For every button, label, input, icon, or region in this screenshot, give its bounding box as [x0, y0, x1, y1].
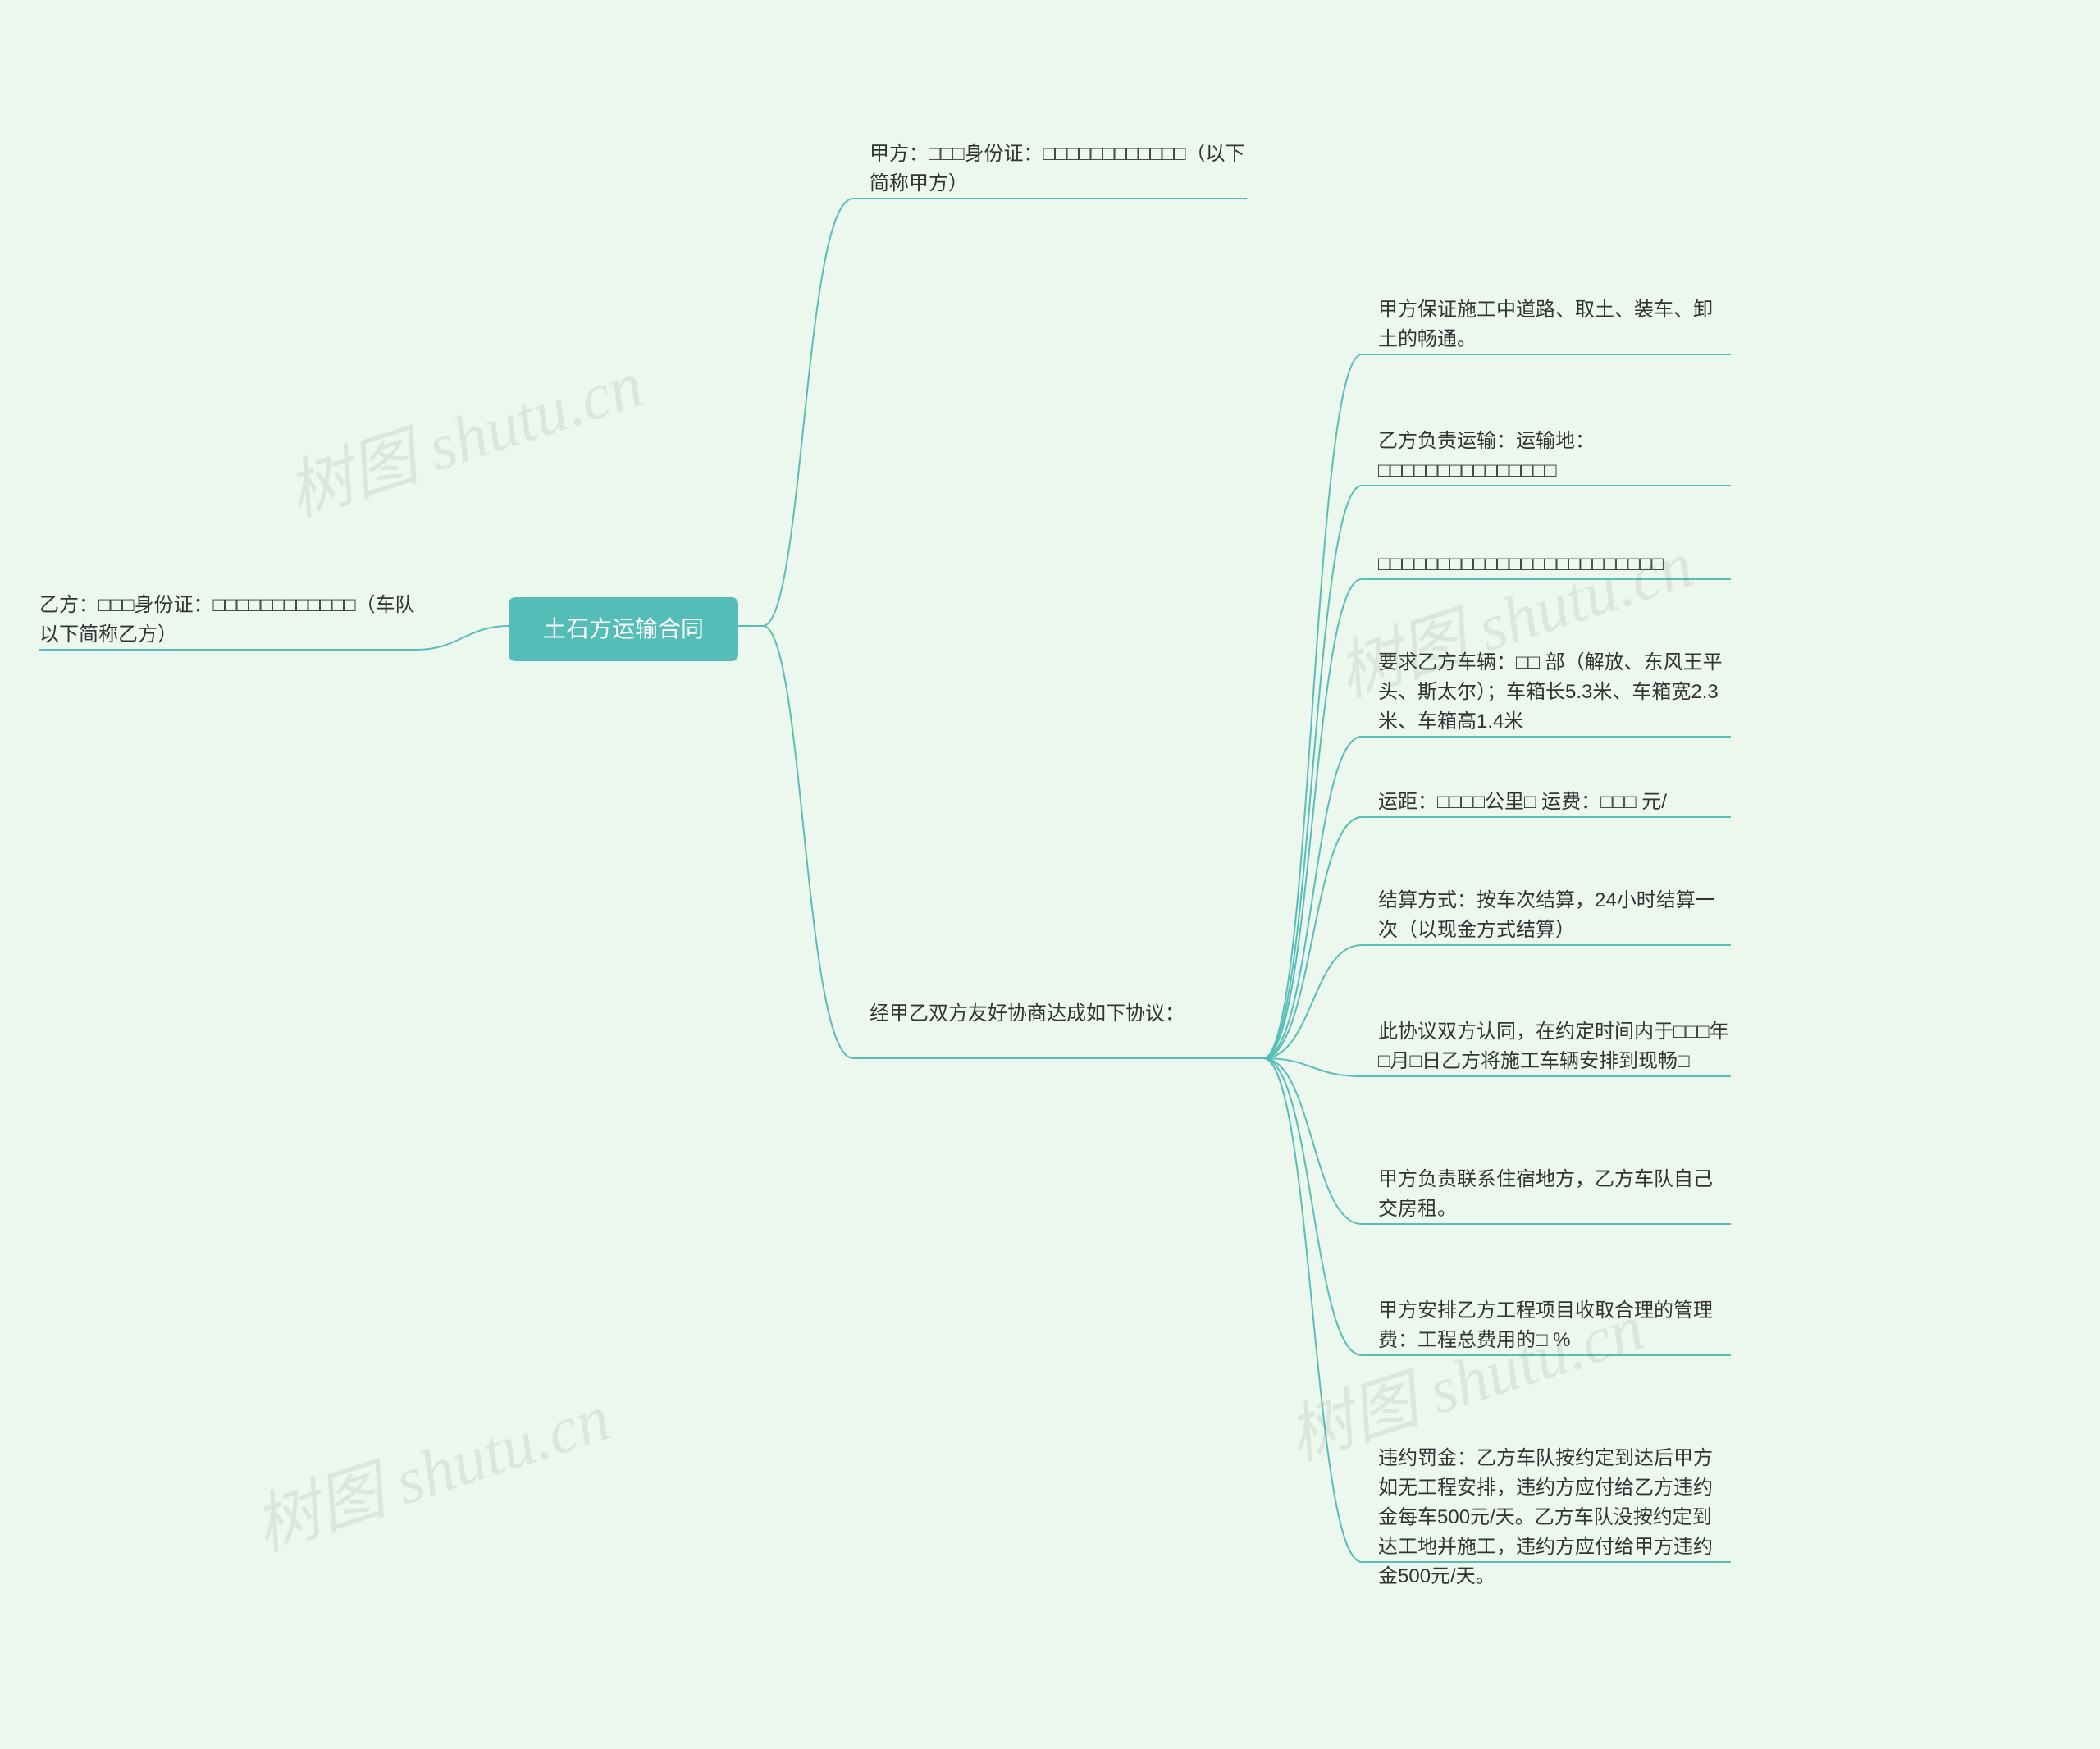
- connector-layer: [0, 0, 2100, 1749]
- clause-10[interactable]: 违约罚金：乙方车队按约定到达后甲方如无工程安排，违约方应付给乙方违约金每车500…: [1378, 1444, 1731, 1591]
- clause-9[interactable]: 甲方安排乙方工程项目收取合理的管理费：工程总费用的□ %: [1378, 1296, 1731, 1355]
- party-a-node[interactable]: 甲方：□□□身份证：□□□□□□□□□□□□（以下简称甲方）: [870, 139, 1247, 199]
- root-node[interactable]: 土石方运输合同: [509, 597, 738, 661]
- clause-1[interactable]: 甲方保证施工中道路、取土、装车、卸土的畅通。: [1378, 295, 1731, 354]
- party-b-node[interactable]: 乙方：□□□身份证：□□□□□□□□□□□□（车队以下简称乙方）: [39, 591, 417, 650]
- clause-5[interactable]: 运距：□□□□公里□ 运费：□□□ 元/: [1378, 788, 1731, 817]
- clause-6[interactable]: 结算方式：按车次结算，24小时结算一次（以现金方式结算）: [1378, 886, 1731, 945]
- agreement-node[interactable]: 经甲乙双方友好协商达成如下协议：: [870, 999, 1247, 1029]
- clause-4[interactable]: 要求乙方车辆：□□ 部（解放、东风王平头、斯太尔）；车箱长5.3米、车箱宽2.3…: [1378, 648, 1731, 737]
- clause-2[interactable]: 乙方负责运输：运输地：□□□□□□□□□□□□□□□: [1378, 427, 1731, 486]
- clause-8[interactable]: 甲方负责联系住宿地方，乙方车队自己交房租。: [1378, 1165, 1731, 1224]
- clause-7[interactable]: 此协议双方认同，在约定时间内于□□□年□月□日乙方将施工车辆安排到现畅□: [1378, 1017, 1731, 1076]
- clause-3[interactable]: □□□□□□□□□□□□□□□□□□□□□□□□: [1378, 550, 1731, 579]
- watermark: 树图 shutu.cn: [240, 1364, 620, 1569]
- watermark: 树图 shutu.cn: [273, 331, 653, 535]
